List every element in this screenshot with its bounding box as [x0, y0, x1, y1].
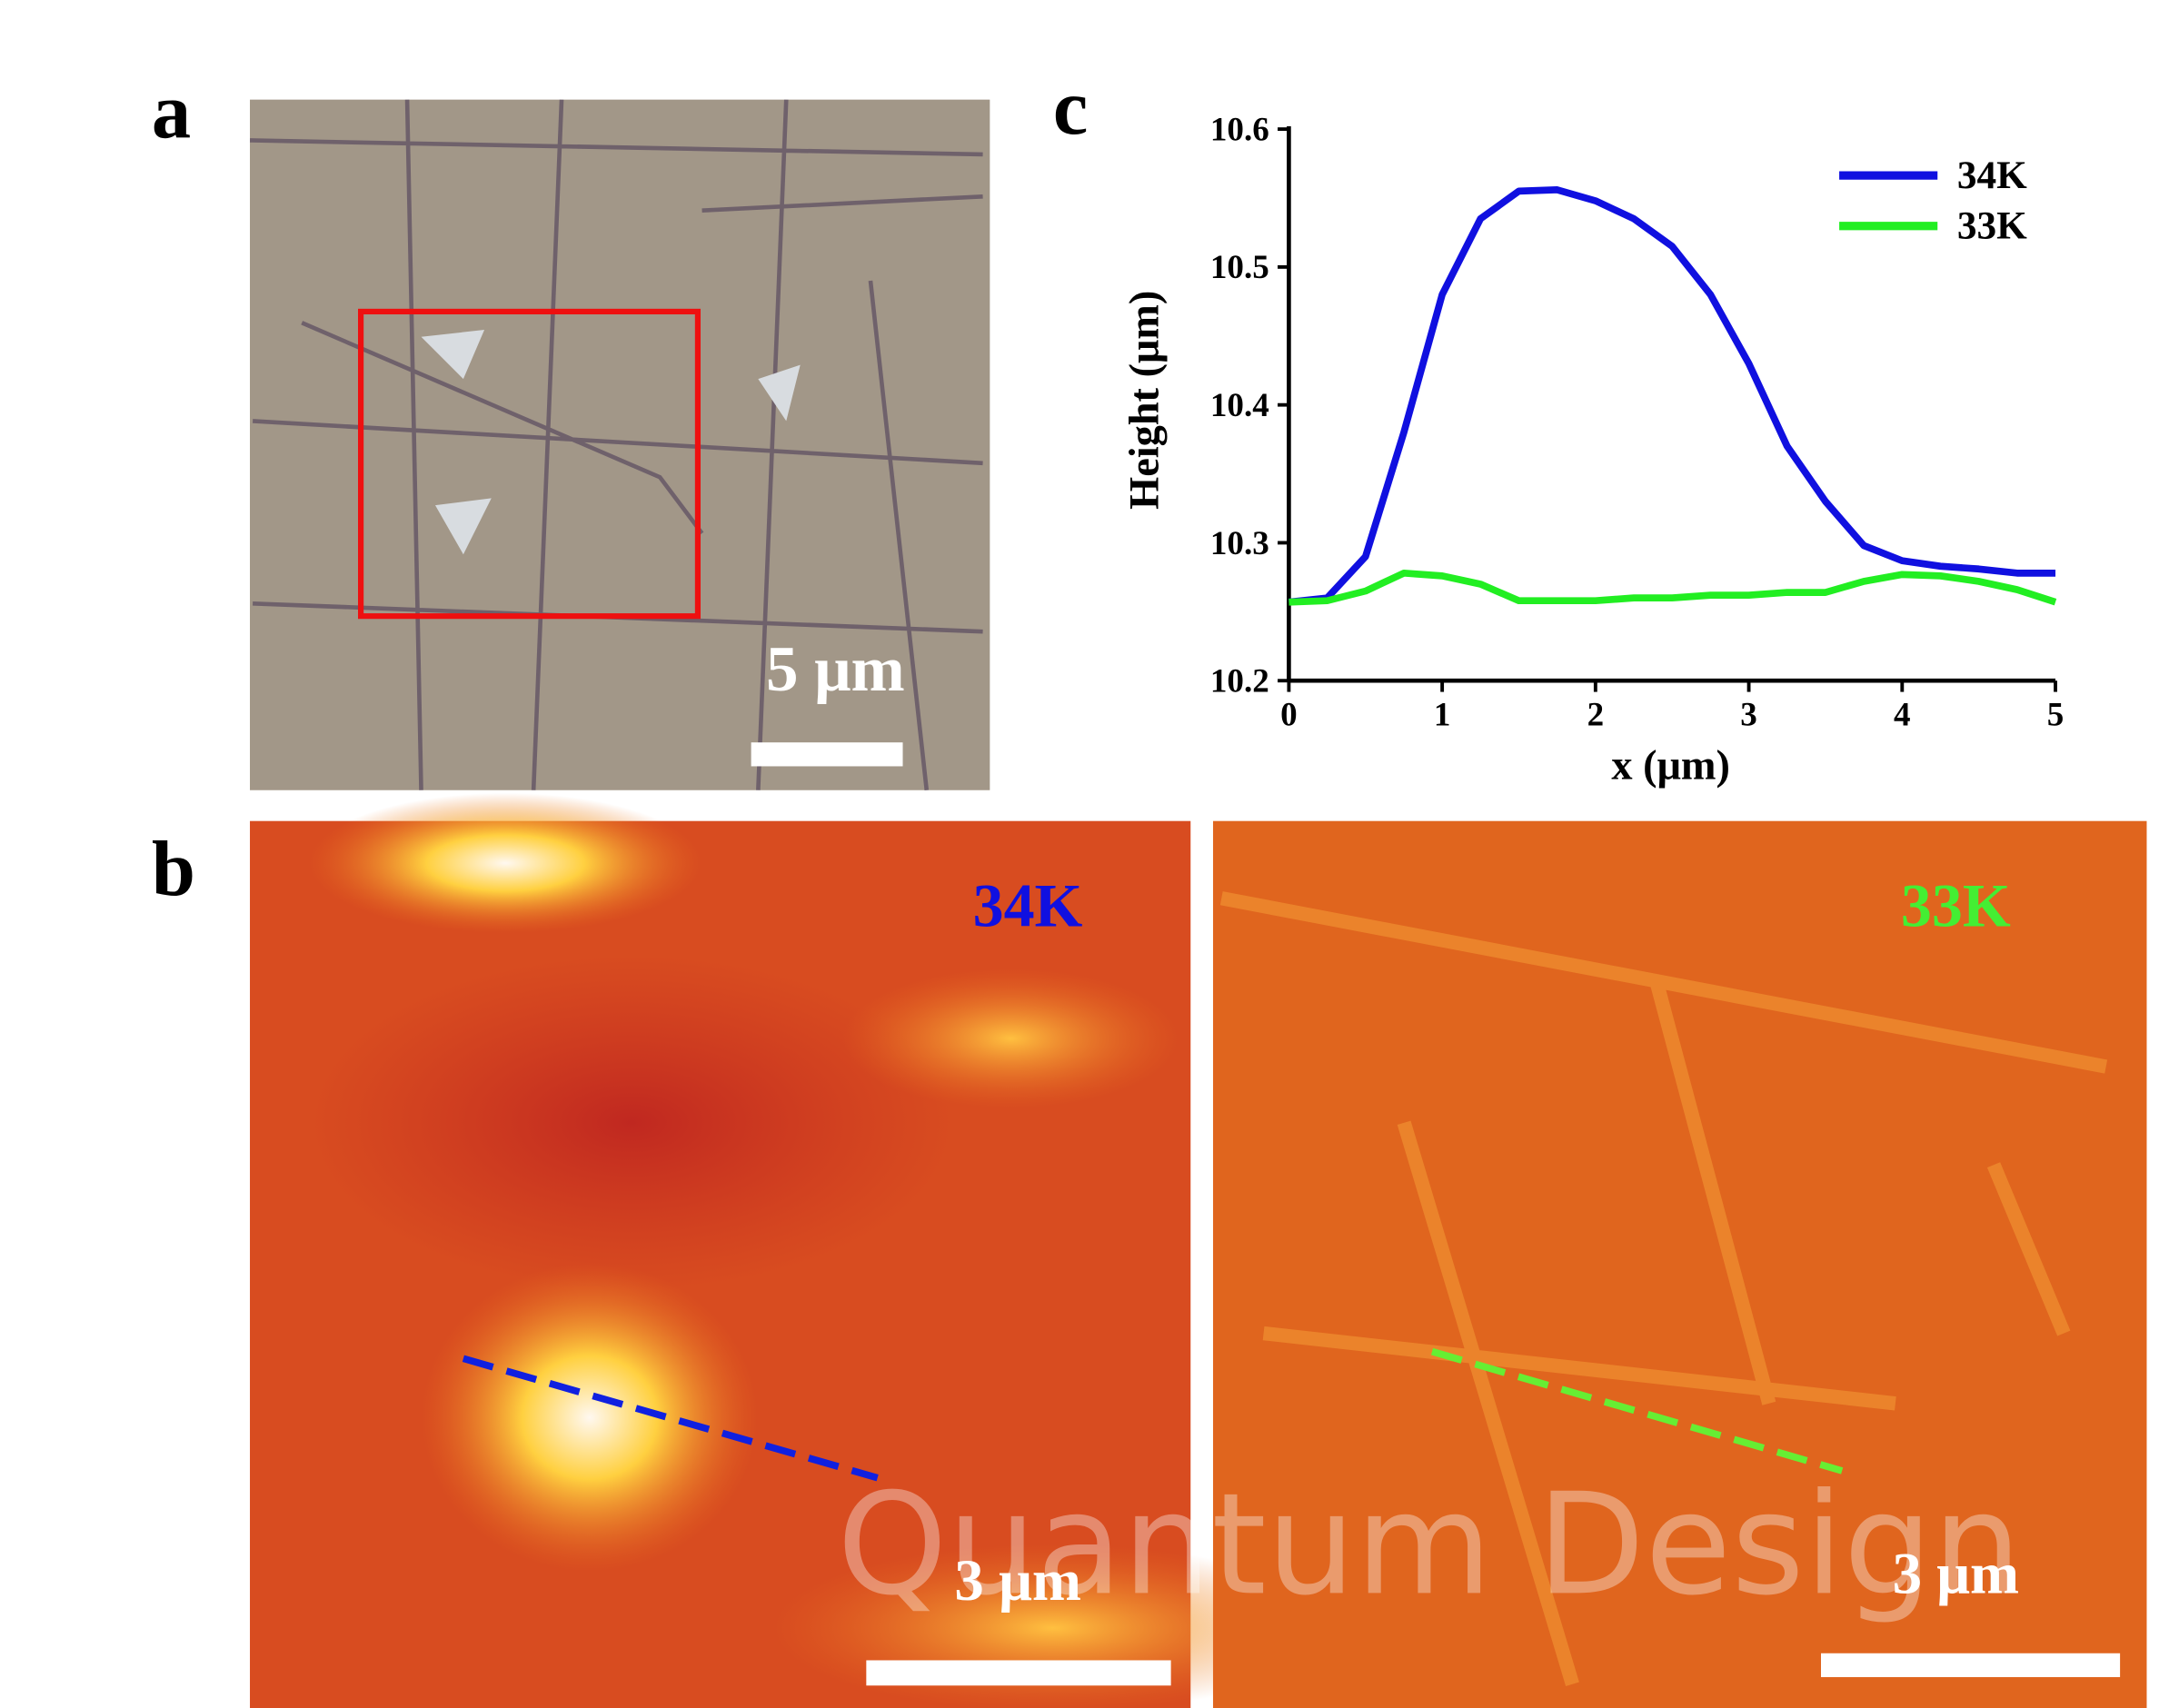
- afm-image: [250, 792, 1334, 1708]
- data-line: [1288, 186, 2056, 606]
- legend-label: 34K: [1957, 154, 2027, 197]
- panel-label: b: [152, 826, 195, 913]
- y-tick-label: 10.6: [1210, 111, 1269, 148]
- y-tick-label: 10.4: [1210, 387, 1269, 424]
- optical-image: [249, 99, 990, 790]
- x-tick-label: 1: [1434, 697, 1451, 734]
- watermark: Quantum Design: [837, 1464, 2022, 1626]
- legend-label: 33K: [1957, 204, 2027, 248]
- y-tick-label: 10.5: [1210, 249, 1269, 286]
- temperature-label: 33K: [1901, 871, 2011, 940]
- x-tick-label: 2: [1587, 697, 1605, 734]
- data-line: [1288, 569, 2057, 606]
- panel-label: a: [152, 67, 191, 154]
- y-axis-label: Height (μm): [1122, 291, 1169, 510]
- scale-bar-label: 3 μm: [954, 1548, 1080, 1614]
- temperature-label: 34K: [973, 871, 1083, 940]
- scale-bar-label: 5 μm: [766, 634, 905, 705]
- afm-image: [1212, 820, 2147, 1708]
- panel-label: c: [1053, 64, 1088, 151]
- y-tick-label: 10.3: [1210, 525, 1269, 562]
- scale-bar-label: 3 μm: [1893, 1541, 2019, 1606]
- y-tick-label: 10.2: [1210, 663, 1269, 700]
- x-axis-label: x (μm): [1611, 742, 1729, 789]
- x-tick-label: 0: [1280, 697, 1298, 734]
- x-tick-label: 3: [1740, 697, 1757, 734]
- x-tick-label: 4: [1894, 697, 1911, 734]
- x-tick-label: 5: [2047, 697, 2065, 734]
